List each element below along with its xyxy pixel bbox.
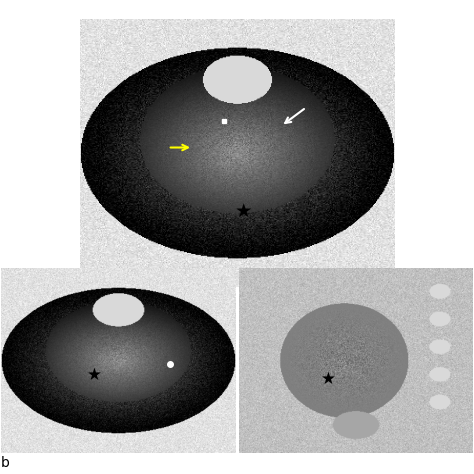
Text: b: b — [1, 456, 10, 471]
Text: a: a — [80, 292, 88, 306]
Text: ★: ★ — [87, 366, 102, 384]
Text: ★: ★ — [235, 202, 252, 221]
Text: ★: ★ — [321, 370, 336, 388]
